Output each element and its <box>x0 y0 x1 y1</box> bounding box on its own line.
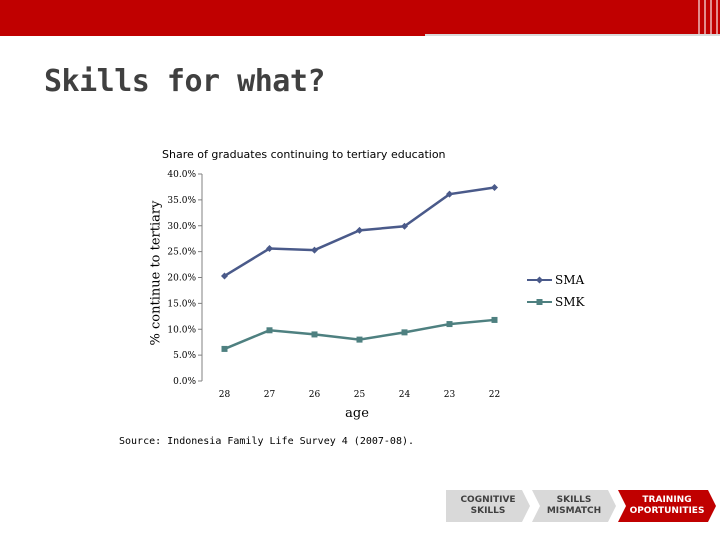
y-tick-label: 15.0% <box>167 299 196 309</box>
data-point-sma <box>446 190 453 198</box>
x-tick-label: 28 <box>219 390 231 400</box>
data-point-sma <box>221 272 228 280</box>
y-tick-label: 20.0% <box>167 274 196 284</box>
y-tick-label: 30.0% <box>167 222 196 232</box>
data-point-sma <box>266 245 273 253</box>
step-skills-mismatch: SKILLS MISMATCH <box>532 490 616 522</box>
y-tick-label: 35.0% <box>167 196 196 206</box>
x-tick-label: 24 <box>399 390 411 400</box>
legend-marker <box>536 276 543 284</box>
y-tick-label: 5.0% <box>173 351 196 361</box>
data-point-smk <box>491 316 498 323</box>
legend-marker <box>536 299 543 305</box>
y-tick-label: 25.0% <box>167 248 196 258</box>
data-point-smk <box>311 331 318 338</box>
step-label: TRAINING OPORTUNITIES <box>629 495 705 516</box>
slide-title: Skills for what? <box>44 64 325 99</box>
y-tick-label: 40.0% <box>167 170 196 180</box>
step-label: COGNITIVE SKILLS <box>460 495 516 516</box>
step-label: SKILLS MISMATCH <box>546 495 602 516</box>
data-point-sma <box>491 183 498 191</box>
data-point-sma <box>356 226 363 234</box>
source-note: Source: Indonesia Family Life Survey 4 (… <box>119 436 415 447</box>
top-banner <box>0 0 720 34</box>
x-tick-label: 22 <box>489 390 500 400</box>
x-tick-label: 25 <box>354 390 366 400</box>
y-tick-label: 0.0% <box>173 377 196 387</box>
data-point-smk <box>356 336 363 343</box>
x-tick-label: 27 <box>264 390 276 400</box>
step-training-oportunities: TRAINING OPORTUNITIES <box>618 490 716 522</box>
data-point-smk <box>221 345 228 352</box>
x-axis-title: age <box>345 406 369 421</box>
data-point-sma <box>401 222 408 230</box>
data-point-smk <box>401 329 408 336</box>
banner-stripes <box>694 0 720 34</box>
header-rule-accent <box>0 34 425 36</box>
x-tick-label: 26 <box>309 390 321 400</box>
data-point-smk <box>446 321 453 328</box>
series-line-smk <box>224 318 495 351</box>
data-point-smk <box>266 327 273 334</box>
process-steps: COGNITIVE SKILLS SKILLS MISMATCH TRAININ… <box>446 490 716 522</box>
step-cognitive-skills: COGNITIVE SKILLS <box>446 490 530 522</box>
x-tick-label: 23 <box>444 390 456 400</box>
legend-label-sma: SMA <box>555 273 585 287</box>
y-tick-label: 10.0% <box>167 325 196 335</box>
chart-title: Share of graduates continuing to tertiar… <box>162 148 446 161</box>
data-point-sma <box>311 246 318 254</box>
legend-label-smk: SMK <box>555 295 586 309</box>
